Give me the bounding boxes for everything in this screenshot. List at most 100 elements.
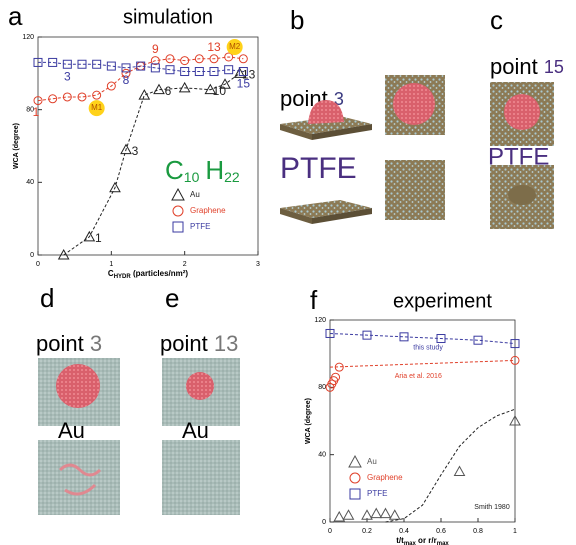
legend-label: Au (367, 457, 377, 466)
point-label: 8 (123, 73, 130, 87)
formula-part: C (165, 155, 184, 185)
point-label: 3 (64, 69, 71, 83)
figure: b point 3 PTFE c point 15 PTFE d point 3… (0, 0, 576, 545)
panel-b: b point 3 PTFE (280, 5, 445, 224)
x-axis-label-part: max (404, 541, 417, 545)
point-label: 10 (213, 84, 227, 98)
caption: PTFE (488, 143, 549, 170)
caption: Au (182, 418, 209, 443)
legend-label: Graphene (367, 473, 403, 482)
legend-label: Au (190, 190, 200, 199)
caption-number: 13 (214, 331, 238, 356)
fit-label: Aria et al. 2016 (395, 373, 442, 380)
x-tick-label: 1 (109, 261, 113, 268)
point-label: 1 (33, 105, 40, 119)
panel-e: e point 13 Au (160, 283, 240, 515)
marker (455, 467, 465, 476)
x-tick-label: 0 (36, 261, 40, 268)
marker (371, 509, 381, 518)
legend-marker (350, 473, 360, 483)
point-label: 9 (152, 42, 159, 56)
x-axis-label-part: HYDR (114, 274, 132, 280)
x-tick-label: 0.2 (362, 528, 372, 535)
dewetted-area (508, 185, 536, 205)
point-label: 3 (132, 144, 139, 158)
droplet (56, 364, 100, 408)
highlight-label: M2 (229, 42, 241, 51)
x-tick-label: 1 (513, 528, 517, 535)
marker (154, 85, 164, 94)
legend-label: PTFE (367, 489, 387, 498)
x-tick-label: 0.8 (473, 528, 483, 535)
panel-letter: e (165, 283, 179, 313)
x-axis-label-part: (particles/nm²) (131, 269, 189, 278)
y-tick-label: 40 (26, 179, 34, 186)
snapshot (162, 440, 240, 515)
legend-marker (350, 489, 360, 499)
panel-letter: f (310, 285, 318, 315)
panel-d: d point 3 Au (36, 283, 120, 515)
droplet (186, 372, 214, 400)
chart-title: simulation (123, 6, 213, 28)
caption: PTFE (280, 152, 357, 185)
caption-word: point (490, 54, 538, 79)
point-label: 13 (207, 40, 221, 54)
y-tick-label: 0 (30, 252, 34, 259)
caption-word: point (160, 331, 208, 356)
caption: point 3 (36, 331, 102, 356)
legend-marker (172, 189, 184, 200)
point-label: 6 (165, 84, 172, 98)
formula: C10 H22 (165, 155, 240, 185)
x-tick-label: 2 (183, 261, 187, 268)
series-line (330, 333, 515, 343)
legend-marker (173, 206, 183, 216)
caption-number: 3 (90, 331, 102, 356)
x-tick-label: 3 (256, 261, 260, 268)
caption-number: 15 (544, 57, 564, 77)
caption-word: point (36, 331, 84, 356)
marker (344, 510, 354, 519)
snapshot (38, 440, 120, 515)
y-axis-label: WCA (degree) (305, 398, 312, 444)
x-tick-label: 0 (328, 528, 332, 535)
marker (139, 90, 149, 99)
caption: Au (58, 418, 85, 443)
formula-part: 22 (224, 169, 240, 185)
series-note: this study (413, 345, 443, 352)
legend-label: PTFE (190, 222, 210, 231)
snapshot (385, 160, 445, 220)
formula-part: H (205, 155, 224, 185)
y-tick-label: 40 (318, 452, 326, 459)
formula-part: 10 (184, 169, 200, 185)
x-axis-label: t/tmax or r/rmax (396, 536, 449, 545)
fit-label: Smith 1980 (474, 504, 510, 511)
marker (381, 509, 391, 518)
x-axis-label-part: max (437, 541, 450, 545)
point-label: 15 (237, 77, 251, 91)
legend-marker (173, 222, 183, 232)
x-axis-label-part: or r/r (416, 536, 437, 545)
x-tick-label: 0.4 (399, 528, 409, 535)
x-axis-label: CHYDR (particles/nm²) (108, 269, 188, 279)
point-label: 1 (95, 231, 102, 245)
legend-label: Graphene (190, 206, 226, 215)
highlight-label: M1 (91, 103, 103, 112)
y-tick-label: 0 (322, 519, 326, 526)
droplet (504, 94, 540, 130)
chart-title: experiment (393, 290, 492, 312)
panel-letter: b (290, 5, 304, 35)
caption: point 15 (490, 54, 564, 79)
y-tick-label: 120 (314, 317, 326, 324)
panel-letter: c (490, 5, 503, 35)
y-axis-label: WCA (degree) (13, 123, 20, 169)
legend-marker (349, 456, 361, 467)
y-tick-label: 120 (22, 34, 34, 41)
panel-letter: a (8, 1, 23, 31)
fit-line (330, 360, 515, 367)
y-tick-label: 80 (318, 384, 326, 391)
droplet (393, 83, 435, 125)
caption: point 13 (160, 331, 238, 356)
x-tick-label: 0.6 (436, 528, 446, 535)
panel-c: c point 15 PTFE (488, 5, 564, 229)
panel-letter: d (40, 283, 54, 313)
